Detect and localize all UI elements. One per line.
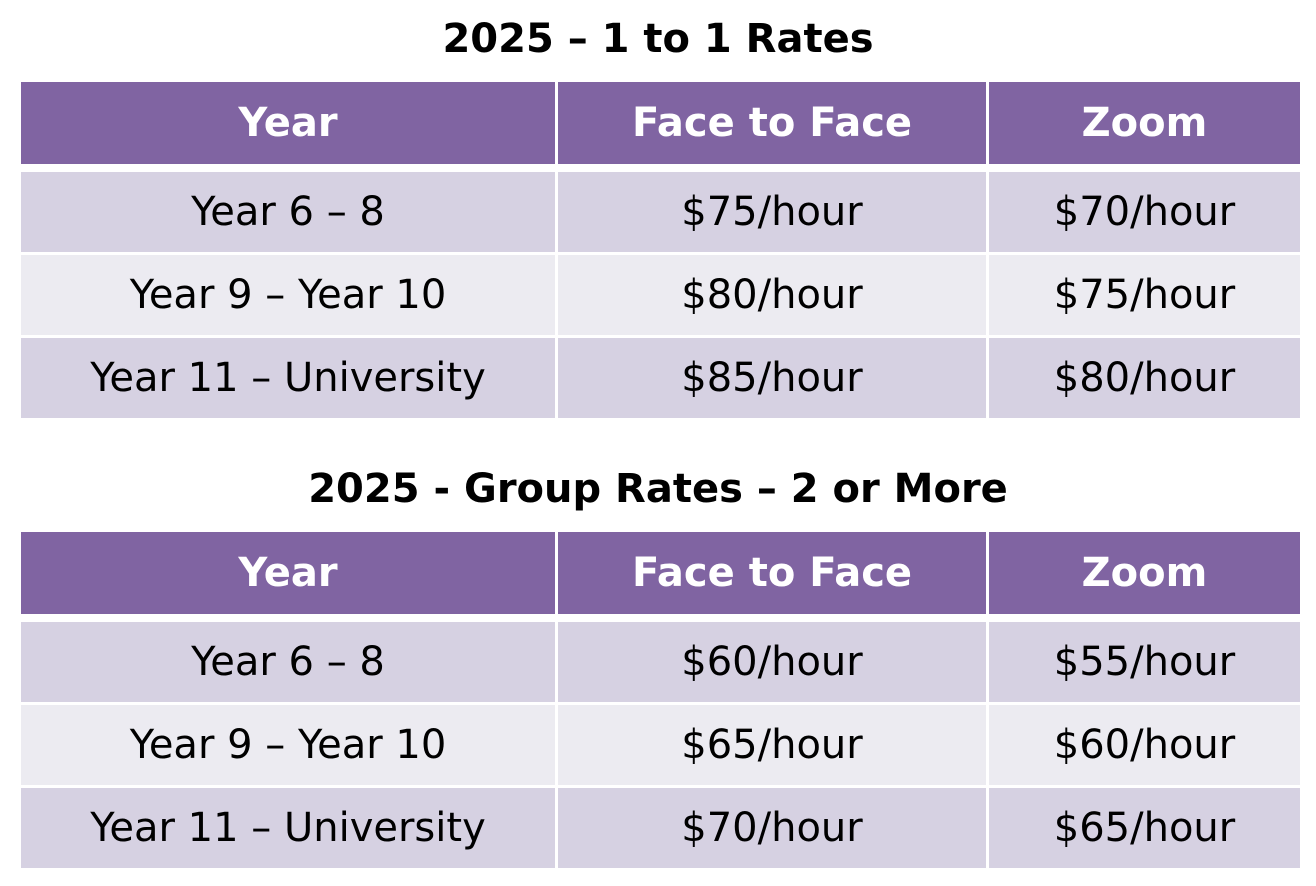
column-header-face-to-face: Face to Face (555, 79, 989, 172)
column-header-year: Year (18, 79, 558, 172)
one-to-one-rates-table: Year Face to Face Zoom Year 6 – 8 $75/ho… (18, 79, 1303, 421)
zoom-rate-cell: $65/hour (986, 785, 1303, 871)
column-header-year: Year (18, 529, 558, 622)
column-header-zoom: Zoom (986, 529, 1303, 622)
one-to-one-rates-title: 2025 – 1 to 1 Rates (442, 16, 874, 62)
zoom-rate-cell: $75/hour (986, 252, 1303, 338)
table-row: Year 9 – Year 10 $80/hour $75/hour (18, 252, 1303, 338)
year-cell: Year 9 – Year 10 (18, 702, 558, 788)
face-to-face-rate-cell: $75/hour (555, 166, 989, 255)
face-to-face-rate-cell: $60/hour (555, 616, 989, 705)
year-cell: Year 6 – 8 (18, 166, 558, 255)
year-cell: Year 6 – 8 (18, 616, 558, 705)
zoom-rate-cell: $60/hour (986, 702, 1303, 788)
zoom-rate-cell: $80/hour (986, 335, 1303, 421)
table-header-row: Year Face to Face Zoom (18, 529, 1303, 622)
face-to-face-rate-cell: $70/hour (555, 785, 989, 871)
year-cell: Year 11 – University (18, 785, 558, 871)
table-row: Year 6 – 8 $60/hour $55/hour (18, 616, 1303, 705)
table-row: Year 6 – 8 $75/hour $70/hour (18, 166, 1303, 255)
face-to-face-rate-cell: $85/hour (555, 335, 989, 421)
year-cell: Year 11 – University (18, 335, 558, 421)
column-header-zoom: Zoom (986, 79, 1303, 172)
table-row: Year 11 – University $85/hour $80/hour (18, 335, 1303, 421)
face-to-face-rate-cell: $80/hour (555, 252, 989, 338)
zoom-rate-cell: $55/hour (986, 616, 1303, 705)
face-to-face-rate-cell: $65/hour (555, 702, 989, 788)
group-rates-table: Year Face to Face Zoom Year 6 – 8 $60/ho… (18, 529, 1303, 871)
table-header-row: Year Face to Face Zoom (18, 79, 1303, 172)
group-rates-title: 2025 - Group Rates – 2 or More (308, 466, 1008, 512)
table-row: Year 9 – Year 10 $65/hour $60/hour (18, 702, 1303, 788)
table-row: Year 11 – University $70/hour $65/hour (18, 785, 1303, 871)
zoom-rate-cell: $70/hour (986, 166, 1303, 255)
year-cell: Year 9 – Year 10 (18, 252, 558, 338)
column-header-face-to-face: Face to Face (555, 529, 989, 622)
